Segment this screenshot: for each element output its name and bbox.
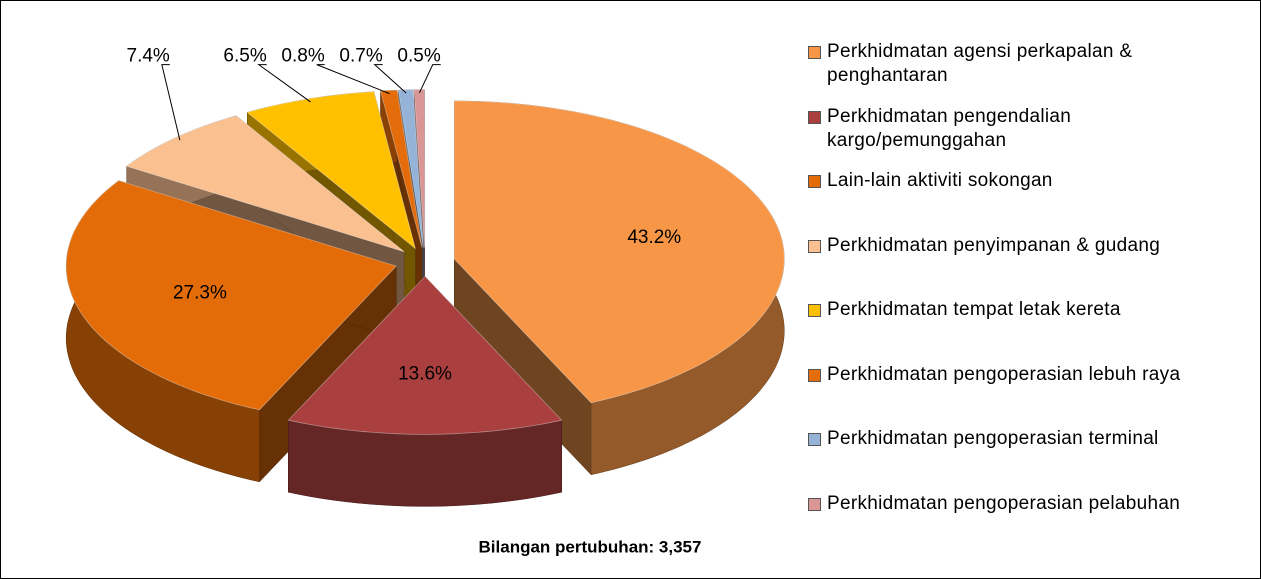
- slice-top: [453, 100, 785, 404]
- legend-swatch: [808, 433, 821, 446]
- leader-line: [373, 64, 407, 94]
- annotation: Bilangan pertubuhan: 3,357: [479, 537, 702, 556]
- data-label: 43.2%: [627, 227, 681, 248]
- leader-line: [257, 64, 311, 103]
- slice-top: [398, 89, 424, 248]
- legend-swatch: [808, 46, 821, 59]
- data-label: 0.8%: [281, 46, 324, 67]
- legend-swatch: [808, 239, 821, 253]
- leader-line: [161, 64, 181, 141]
- legend-swatch: [808, 175, 821, 188]
- legend-item: Perkhidmatan pengendalian kargo/pemungga…: [808, 105, 1248, 170]
- leader-line: [316, 64, 390, 95]
- slice-top: [65, 180, 397, 411]
- legend-item: Perkhidmatan agensi perkapalan & penghan…: [808, 40, 1248, 105]
- legend-label: Perkhidmatan pengoperasian lebuh raya: [827, 363, 1181, 385]
- data-label: 27.3%: [173, 283, 227, 304]
- data-label: 13.6%: [398, 363, 452, 384]
- data-label: 7.4%: [127, 46, 170, 67]
- legend-label: Perkhidmatan pengoperasian terminal: [827, 428, 1159, 449]
- legend-label: Perkhidmatan tempat letak kereta: [827, 299, 1121, 320]
- slice: [287, 275, 563, 507]
- slice-top: [413, 89, 425, 248]
- leader-line: [418, 64, 441, 94]
- data-label: 0.5%: [397, 46, 440, 67]
- legend-label: Perkhidmatan pengoperasian pelabuhan: [827, 492, 1181, 514]
- slice-top: [287, 275, 563, 435]
- legend-label: Perkhidmatan pengendalian kargo/pemungga…: [827, 105, 1072, 151]
- legend-swatch: [808, 110, 821, 124]
- legend: Perkhidmatan agensi perkapalan & penghan…: [808, 40, 1248, 556]
- legend-swatch: [808, 304, 821, 317]
- legend-item: Perkhidmatan pengoperasian lebuh raya: [808, 363, 1248, 428]
- legend-label: Perkhidmatan penyimpanan & gudang: [827, 234, 1161, 256]
- slice: [453, 100, 785, 476]
- legend-item: Perkhidmatan penyimpanan & gudang: [808, 234, 1248, 299]
- legend-item: Perkhidmatan tempat letak kereta: [808, 298, 1248, 363]
- legend-item: Perkhidmatan pengoperasian terminal: [808, 427, 1248, 492]
- legend-item: Lain-lain aktiviti sokongan: [808, 169, 1248, 234]
- legend-swatch: [808, 368, 821, 382]
- slice-top: [380, 89, 423, 248]
- legend-label: Perkhidmatan agensi perkapalan & penghan…: [827, 41, 1133, 86]
- slice-top: [125, 115, 405, 253]
- legend-item: Perkhidmatan pengoperasian pelabuhan: [808, 492, 1248, 557]
- legend-label: Lain-lain aktiviti sokongan: [827, 170, 1053, 191]
- data-label: 6.5%: [223, 46, 266, 67]
- legend-swatch: [808, 497, 821, 511]
- data-label: 0.7%: [339, 46, 382, 67]
- slice-top: [246, 91, 416, 250]
